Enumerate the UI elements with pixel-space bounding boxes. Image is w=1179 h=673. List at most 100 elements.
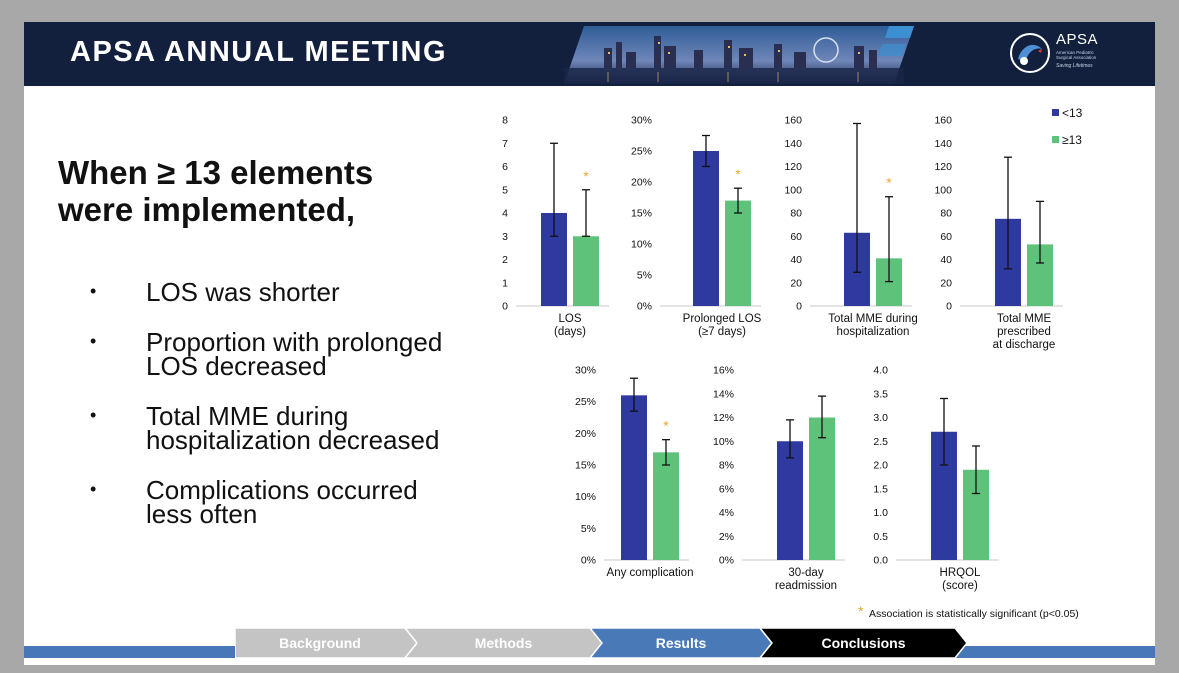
x-axis-label: (score) <box>942 580 978 592</box>
y-tick-label: 30% <box>575 365 596 377</box>
banner: APSA ANNUAL MEETING <box>24 22 1155 86</box>
legend-label: <13 <box>1062 106 1083 120</box>
legend-label: ≥13 <box>1062 133 1082 147</box>
bullet-text: Proportion with prolonged <box>146 327 443 357</box>
y-tick-label: 20 <box>790 277 802 289</box>
y-tick-label: 0.5 <box>873 531 888 543</box>
bullet-text: LOS decreased <box>146 351 327 381</box>
x-axis-label: prescribed <box>997 326 1051 338</box>
y-tick-label: 120 <box>784 161 802 173</box>
y-tick-label: 5% <box>581 523 596 535</box>
y-tick-label: 20 <box>940 277 952 289</box>
y-tick-label: 8% <box>719 460 734 472</box>
y-tick-label: 80 <box>940 208 952 220</box>
bullet-item: • Complications occurred less often <box>90 475 510 529</box>
x-axis-label: (≥7 days) <box>698 326 746 338</box>
slide: APSA ANNUAL MEETING <box>24 22 1155 665</box>
bullet-text: Complications occurred <box>146 475 418 505</box>
y-tick-label: 10% <box>575 491 596 503</box>
bullet-item: • Proportion with prolonged LOS decrease… <box>90 327 510 381</box>
x-axis-label: at discharge <box>993 339 1056 351</box>
bar-chart-0: 0 1 2 3 4 5 6 7 8 * LOS(days) <box>502 115 609 338</box>
y-tick-label: 120 <box>934 161 952 173</box>
bar-lt13 <box>693 151 719 306</box>
bullet-text: LOS was shorter <box>146 277 340 307</box>
x-axis-label: Total MME during <box>828 313 917 325</box>
nav-tab-label[interactable]: Results <box>656 635 707 651</box>
x-axis-label: hospitalization <box>837 326 910 338</box>
y-tick-label: 0.0 <box>873 555 888 567</box>
y-tick-label: 5% <box>637 270 652 282</box>
nav-tab-label[interactable]: Methods <box>475 635 533 651</box>
y-tick-label: 2.5 <box>873 436 888 448</box>
bullet-item: • LOS was shorter <box>90 277 510 307</box>
y-tick-label: 40 <box>940 254 952 266</box>
y-tick-label: 0 <box>502 301 508 313</box>
bullet-dot-icon: • <box>90 331 97 351</box>
y-tick-label: 6 <box>502 161 508 173</box>
bullet-dot-icon: • <box>90 405 97 425</box>
y-tick-label: 20% <box>575 428 596 440</box>
y-tick-label: 15% <box>575 460 596 472</box>
x-axis-label: Prolonged LOS <box>683 313 762 325</box>
y-tick-label: 2% <box>719 531 734 543</box>
y-tick-label: 60 <box>790 231 802 243</box>
nav-tab-label[interactable]: Background <box>279 635 361 651</box>
y-tick-label: 140 <box>934 138 952 150</box>
y-tick-label: 10% <box>631 239 652 251</box>
legend-swatch-ge13 <box>1052 136 1059 143</box>
y-tick-label: 0 <box>796 301 802 313</box>
y-tick-label: 5 <box>502 184 508 196</box>
nav-tab-conclusions[interactable] <box>759 628 968 658</box>
footnote-star-icon: * <box>858 603 864 619</box>
slide-heading: When ≥ 13 elements were implemented, <box>58 154 478 228</box>
section-nav: Background Methods Results Conclusions <box>235 628 968 658</box>
banner-title: APSA ANNUAL MEETING <box>70 36 448 68</box>
significance-star-icon: * <box>583 168 589 184</box>
y-tick-label: 3 <box>502 231 508 243</box>
bullet-text: Total MME during <box>146 401 349 431</box>
logo-name: APSA <box>1056 31 1099 48</box>
heading-line-2: were implemented, <box>58 191 356 228</box>
bullet-text: less often <box>146 499 258 529</box>
bullet-dot-icon: • <box>90 479 97 499</box>
y-tick-label: 60 <box>940 231 952 243</box>
y-tick-label: 160 <box>784 115 802 127</box>
y-tick-label: 0 <box>946 301 952 313</box>
city-skyline-image <box>564 26 914 84</box>
bullet-text: hospitalization decreased <box>146 425 440 455</box>
y-tick-label: 16% <box>713 365 734 377</box>
bullet-item: • Total MME during hospitalization decre… <box>90 401 510 455</box>
results-charts: 0 1 2 3 4 5 6 7 8 * LOS(days) 0% 5% 10% 15% 20% 25% 30% * P… <box>502 106 1083 620</box>
nav-tab-label[interactable]: Conclusions <box>821 635 905 651</box>
y-tick-label: 100 <box>934 184 952 196</box>
heading-line-1: When ≥ 13 elements <box>58 154 374 191</box>
y-tick-label: 25% <box>575 396 596 408</box>
y-tick-label: 14% <box>713 388 734 400</box>
x-axis-label: Total MME <box>997 313 1052 325</box>
bar-ge13 <box>653 452 679 560</box>
legend-swatch-lt13 <box>1052 109 1059 116</box>
x-axis-label: (days) <box>554 326 586 338</box>
nav-tab-methods[interactable] <box>404 628 603 658</box>
y-tick-label: 80 <box>790 208 802 220</box>
footnote-text: Association is statistically significant… <box>869 608 1079 620</box>
x-axis-label: Any complication <box>607 567 694 579</box>
logo-tagline: Saving Lifetimes <box>1056 63 1093 69</box>
nav-tab-results[interactable] <box>589 628 773 658</box>
x-axis-label: 30-day <box>788 567 823 579</box>
bullet-dot-icon: • <box>90 281 97 301</box>
bar-chart-1: 0% 5% 10% 15% 20% 25% 30% * Prolonged LOS(≥7 day… <box>631 115 762 339</box>
significance-star-icon: * <box>663 418 669 434</box>
significance-star-icon: * <box>886 175 892 191</box>
y-tick-label: 6% <box>719 483 734 495</box>
bar-chart-6: 0.0 0.5 1.0 1.5 2.0 2.5 3.0 3.5 4.0 HRQOL(score) <box>873 365 999 592</box>
logo-subtitle: American Pediatric Surgical Association <box>1056 50 1097 60</box>
y-tick-label: 7 <box>502 138 508 150</box>
x-axis-label: HRQOL <box>940 567 982 579</box>
y-tick-label: 10% <box>713 436 734 448</box>
y-tick-label: 2.0 <box>873 460 888 472</box>
bar-chart-4: 0% 5% 10% 15% 20% 25% 30% * Any complication <box>575 365 693 580</box>
y-tick-label: 1 <box>502 277 508 289</box>
